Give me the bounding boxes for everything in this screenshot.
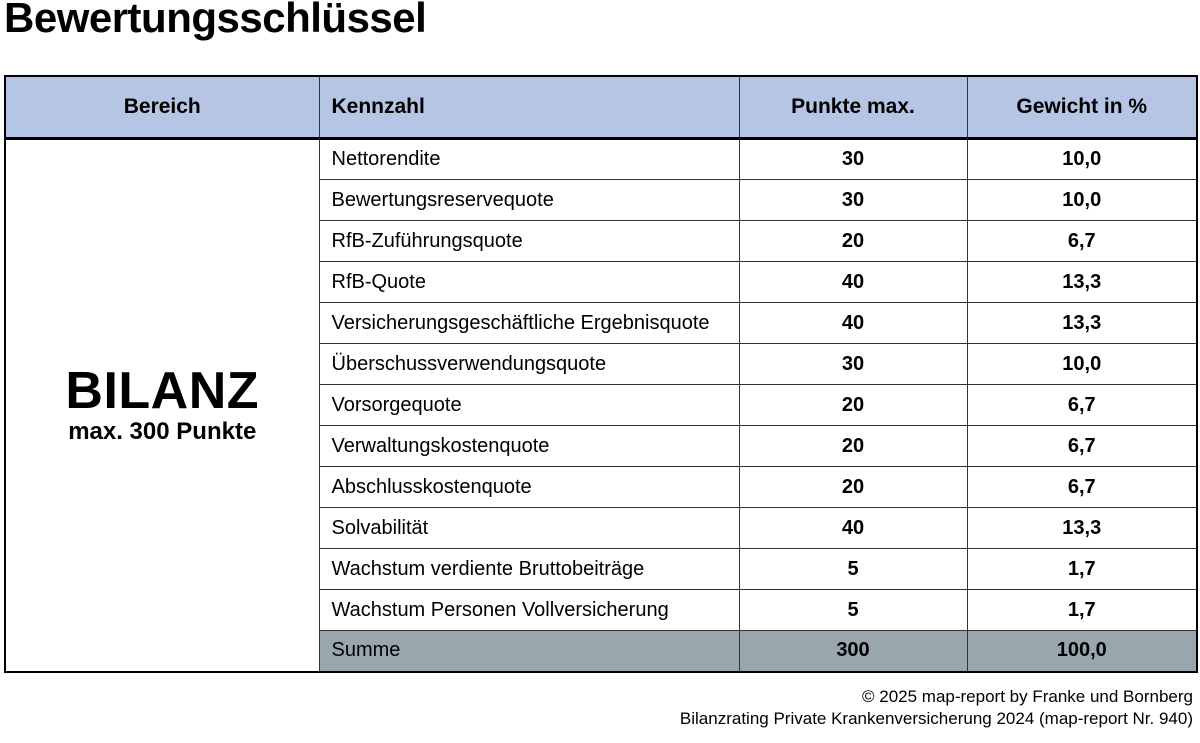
summe-punkte-cell: 300 [738, 630, 968, 672]
rating-table: Bereich Kennzahl Punkte max. Gewicht in … [4, 75, 1198, 673]
kennzahl-cell: Wachstum verdiente Bruttobeiträge [318, 548, 740, 590]
kennzahl-cell: Vorsorgequote [318, 384, 740, 426]
copyright-line: © 2025 map-report by Franke und Bornberg [862, 687, 1193, 706]
table-row: Wachstum Personen Vollversicherung 5 1,7 [5, 589, 1198, 631]
table-row: Abschlusskostenquote 20 6,7 [5, 466, 1198, 508]
punkte-cell: 40 [738, 261, 968, 303]
column-header-bereich: Bereich [4, 75, 320, 140]
table-row: Wachstum verdiente Bruttobeiträge 5 1,7 [5, 548, 1198, 590]
kennzahl-cell: Solvabilität [318, 507, 740, 549]
gewicht-cell: 13,3 [966, 302, 1198, 344]
table-row: RfB-Quote 40 13,3 [5, 261, 1198, 303]
column-header-gewicht: Gewicht in % [966, 75, 1198, 140]
kennzahl-cell: RfB-Zuführungsquote [318, 220, 740, 262]
page-title: Bewertungsschlüssel [4, 0, 427, 41]
punkte-cell: 5 [738, 548, 968, 590]
kennzahl-cell: Versicherungsgeschäftliche Ergebnisquote [318, 302, 740, 344]
table-row: RfB-Zuführungsquote 20 6,7 [5, 220, 1198, 262]
source-line: Bilanzrating Private Krankenversicherung… [679, 709, 1193, 728]
gewicht-cell: 1,7 [966, 548, 1198, 590]
gewicht-cell: 1,7 [966, 589, 1198, 631]
gewicht-cell: 10,0 [966, 179, 1198, 221]
punkte-cell: 30 [738, 179, 968, 221]
kennzahl-cell: Wachstum Personen Vollversicherung [318, 589, 740, 631]
column-header-punkte: Punkte max. [738, 75, 968, 140]
header-row: Bereich Kennzahl Punkte max. Gewicht in … [4, 75, 1198, 140]
gewicht-cell: 6,7 [966, 384, 1198, 426]
kennzahl-cell: Abschlusskostenquote [318, 466, 740, 508]
bereich-title: BILANZ [65, 361, 260, 420]
gewicht-cell: 6,7 [966, 425, 1198, 467]
bereich-subtitle: max. 300 Punkte [68, 418, 257, 446]
punkte-cell: 20 [738, 384, 968, 426]
kennzahl-cell: Überschussverwendungsquote [318, 343, 740, 385]
table-row: Vorsorgequote 20 6,7 [5, 384, 1198, 426]
punkte-cell: 40 [738, 302, 968, 344]
table-row: Überschussverwendungsquote 30 10,0 [5, 343, 1198, 385]
gewicht-cell: 6,7 [966, 466, 1198, 508]
footer: © 2025 map-report by Franke und Bornberg… [680, 686, 1193, 730]
punkte-cell: 20 [738, 466, 968, 508]
gewicht-cell: 10,0 [966, 343, 1198, 385]
kennzahl-cell: Verwaltungskostenquote [318, 425, 740, 467]
column-header-kennzahl: Kennzahl [318, 75, 740, 140]
summe-row: Summe 300 100,0 [5, 630, 1198, 672]
table-row: Solvabilität 40 13,3 [5, 507, 1198, 549]
punkte-cell: 30 [738, 138, 968, 180]
gewicht-cell: 13,3 [966, 261, 1198, 303]
punkte-cell: 20 [738, 220, 968, 262]
table-row: BILANZ max. 300 Punkte Nettorendite 30 1… [4, 138, 1198, 672]
gewicht-cell: 13,3 [966, 507, 1198, 549]
punkte-cell: 30 [738, 343, 968, 385]
punkte-cell: 5 [738, 589, 968, 631]
gewicht-cell: 10,0 [966, 138, 1198, 180]
bereich-cell: BILANZ max. 300 Punkte [4, 138, 320, 672]
gewicht-cell: 6,7 [966, 220, 1198, 262]
punkte-cell: 40 [738, 507, 968, 549]
table-row: Bewertungsreservequote 30 10,0 [5, 179, 1198, 221]
summe-label-cell: Summe [318, 630, 740, 672]
kennzahl-cell: Bewertungsreservequote [318, 179, 740, 221]
table-row: Verwaltungskostenquote 20 6,7 [5, 425, 1198, 467]
kennzahl-cell: Nettorendite [318, 138, 740, 180]
table-row: Versicherungsgeschäftliche Ergebnisquote… [5, 302, 1198, 344]
kennzahl-cell: RfB-Quote [318, 261, 740, 303]
summe-gewicht-cell: 100,0 [966, 630, 1198, 672]
punkte-cell: 20 [738, 425, 968, 467]
